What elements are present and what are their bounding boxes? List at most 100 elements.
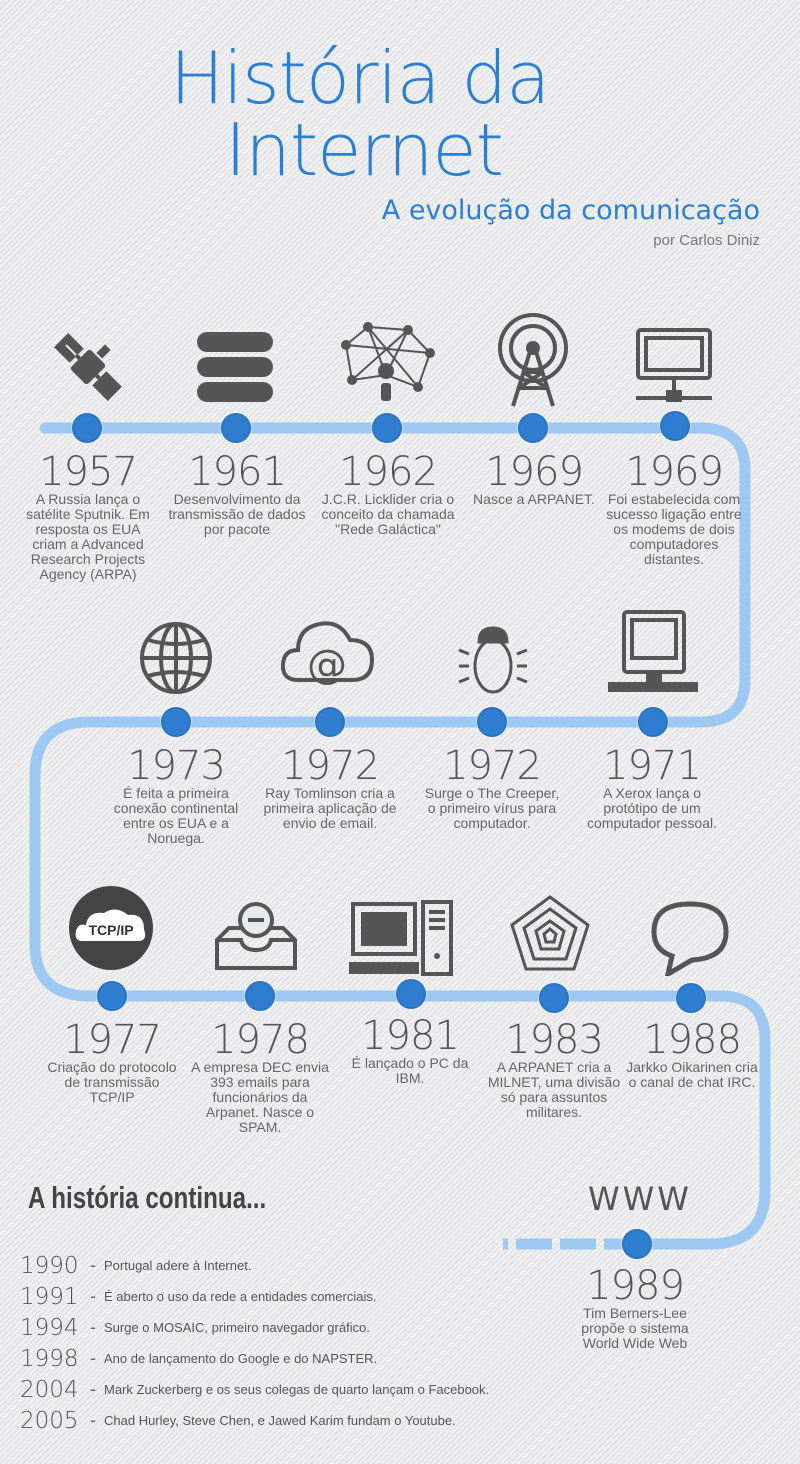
event-1972-email: 1972 Ray Tomlinson cria a primeira aplic… bbox=[260, 746, 400, 831]
event-1978: 1978 A empresa DEC envia 393 emails para… bbox=[190, 1020, 330, 1135]
event-year: 1978 bbox=[211, 1017, 310, 1063]
event-1981: 1981 É lançado o PC da IBM. bbox=[340, 1016, 480, 1086]
satellite-icon bbox=[54, 333, 122, 401]
continues-title: A história continua... bbox=[28, 1180, 267, 1215]
event-year: 1989 bbox=[586, 1263, 685, 1309]
list-text: Mark Zuckerberg e os seus colegas de qua… bbox=[104, 1382, 490, 1397]
timeline-dot bbox=[245, 981, 275, 1011]
event-description: Desenvolvimento da transmissão de dados … bbox=[168, 491, 306, 537]
timeline-dot bbox=[315, 707, 345, 737]
timeline-dot bbox=[660, 411, 690, 441]
timeline-dot bbox=[221, 413, 251, 443]
inbox-icon bbox=[215, 902, 297, 970]
event-description: Nasce a ARPANET. bbox=[473, 491, 595, 507]
timeline-dot bbox=[477, 707, 507, 737]
list-year: 1990 bbox=[20, 1252, 79, 1279]
globe-icon bbox=[140, 622, 212, 694]
event-year: 1962 bbox=[339, 449, 438, 495]
desktop-pc-icon bbox=[349, 900, 453, 976]
event-description: É feita a primeira conexão continental e… bbox=[113, 785, 239, 846]
event-1971: 1971 A Xerox lança o protótipo de um com… bbox=[582, 746, 722, 831]
event-year: 1957 bbox=[39, 449, 138, 495]
author: por Carlos Diniz bbox=[653, 232, 760, 249]
event-description: Foi estabelecida com sucesso ligação ent… bbox=[606, 491, 742, 567]
monitor-network-icon bbox=[636, 328, 712, 402]
event-1962: 1962 J.C.R. Licklider cria o conceito da… bbox=[318, 452, 458, 537]
network-icon bbox=[341, 322, 435, 401]
database-icon bbox=[197, 332, 273, 402]
event-description: É lançado o PC da IBM. bbox=[351, 1055, 469, 1086]
list-item: 1994 - Surge o MOSAIC, primeiro navegado… bbox=[20, 1312, 489, 1343]
timeline-dot bbox=[676, 983, 706, 1013]
list-item: 2004 - Mark Zuckerberg e os seus colegas… bbox=[20, 1374, 489, 1405]
list-dash: - bbox=[90, 1286, 96, 1306]
title-line-1: História da bbox=[170, 36, 550, 120]
event-1961: 1961 Desenvolvimento da transmissão de d… bbox=[167, 452, 307, 537]
list-year: 2005 bbox=[20, 1407, 79, 1434]
event-description: Surge o The Creeper, o primeiro vírus pa… bbox=[424, 785, 560, 831]
list-item: 1991 - É aberto o uso da rede a entidade… bbox=[20, 1281, 489, 1312]
svg-text:@: @ bbox=[307, 642, 347, 688]
event-description: Jarkko Oikarinen cria o canal de chat IR… bbox=[626, 1059, 758, 1090]
event-description: A empresa DEC envia 393 emails para func… bbox=[191, 1059, 329, 1135]
list-item: 2005 - Chad Hurley, Steve Chen, e Jawed … bbox=[20, 1405, 489, 1436]
list-year: 1994 bbox=[20, 1314, 79, 1341]
list-dash: - bbox=[90, 1317, 96, 1337]
event-year: 1972 bbox=[443, 743, 542, 789]
event-year: 1981 bbox=[361, 1013, 460, 1059]
event-1983: 1983 A ARPANET cria a MILNET, uma divisã… bbox=[484, 1020, 624, 1120]
list-dash: - bbox=[90, 1255, 96, 1275]
event-year: 1983 bbox=[505, 1017, 604, 1063]
event-1969-modems: 1969 Foi estabelecida com sucesso ligaçã… bbox=[604, 452, 744, 567]
event-year: 1969 bbox=[625, 449, 724, 495]
event-1988: 1988 Jarkko Oikarinen cria o canal de ch… bbox=[622, 1020, 762, 1090]
list-year: 2004 bbox=[20, 1376, 79, 1403]
subtitle: A evolução da comunicação bbox=[381, 195, 760, 226]
cloud-email-icon: @ bbox=[280, 621, 375, 688]
pentagon-icon bbox=[510, 895, 590, 971]
list-year: 1991 bbox=[20, 1283, 79, 1310]
event-description: A ARPANET cria a MILNET, uma divisão só … bbox=[487, 1059, 621, 1120]
chat-bubble-icon bbox=[651, 901, 729, 976]
timeline-dot bbox=[97, 981, 127, 1011]
event-description: A Russia lança o satélite Sputnik. Em re… bbox=[26, 491, 150, 582]
event-1969-arpanet: 1969 Nasce a ARPANET. bbox=[464, 452, 604, 507]
list-dash: - bbox=[90, 1410, 96, 1430]
event-description: J.C.R. Licklider cria o conceito da cham… bbox=[321, 491, 455, 537]
continues-list: 1990 - Portugal adere à Internet. 1991 -… bbox=[20, 1250, 489, 1436]
timeline-dot bbox=[539, 983, 569, 1013]
timeline-dot bbox=[518, 413, 548, 443]
list-item: 1990 - Portugal adere à Internet. bbox=[20, 1250, 489, 1281]
list-text: Portugal adere à Internet. bbox=[104, 1258, 252, 1273]
list-text: Chad Hurley, Steve Chen, e Jawed Karim f… bbox=[104, 1413, 456, 1428]
event-description: Criação do protocolo de transmissão TCP/… bbox=[47, 1059, 177, 1105]
list-year: 1998 bbox=[20, 1345, 79, 1372]
event-1973: 1973 É feita a primeira conexão continen… bbox=[106, 746, 246, 846]
computer-icon bbox=[608, 610, 698, 692]
page-title: História da Internet bbox=[170, 42, 630, 186]
tcpip-label: TCP/IP bbox=[88, 922, 133, 938]
timeline-dot bbox=[396, 979, 426, 1009]
list-text: É aberto o uso da rede a entidades comer… bbox=[104, 1289, 377, 1304]
list-text: Ano de lançamento do Google e do NAPSTER… bbox=[104, 1351, 378, 1366]
event-year: 1988 bbox=[643, 1017, 742, 1063]
event-1957: 1957 A Russia lança o satélite Sputnik. … bbox=[18, 452, 158, 582]
list-dash: - bbox=[90, 1379, 96, 1399]
title-line-2: Internet bbox=[225, 108, 504, 192]
timeline-dot bbox=[622, 1229, 652, 1259]
event-1989: 1989 Tim Berners-Lee propõe o sistema Wo… bbox=[565, 1266, 705, 1351]
tcpip-icon: TCP/IP bbox=[69, 886, 153, 970]
event-year: 1977 bbox=[63, 1017, 162, 1063]
event-description: A Xerox lança o protótipo de um computad… bbox=[587, 785, 717, 831]
event-year: 1972 bbox=[281, 743, 380, 789]
event-1977: 1977 Criação do protocolo de transmissão… bbox=[42, 1020, 182, 1105]
event-year: 1973 bbox=[127, 743, 226, 789]
event-1972-creeper: 1972 Surge o The Creeper, o primeiro vír… bbox=[422, 746, 562, 831]
www-icon: WWW bbox=[588, 1180, 692, 1218]
timeline-dot bbox=[161, 707, 191, 737]
event-year: 1971 bbox=[603, 743, 702, 789]
antenna-icon bbox=[498, 313, 568, 407]
bug-icon bbox=[458, 626, 528, 694]
list-item: 1998 - Ano de lançamento do Google e do … bbox=[20, 1343, 489, 1374]
event-description: Tim Berners-Lee propõe o sistema World W… bbox=[581, 1305, 689, 1351]
